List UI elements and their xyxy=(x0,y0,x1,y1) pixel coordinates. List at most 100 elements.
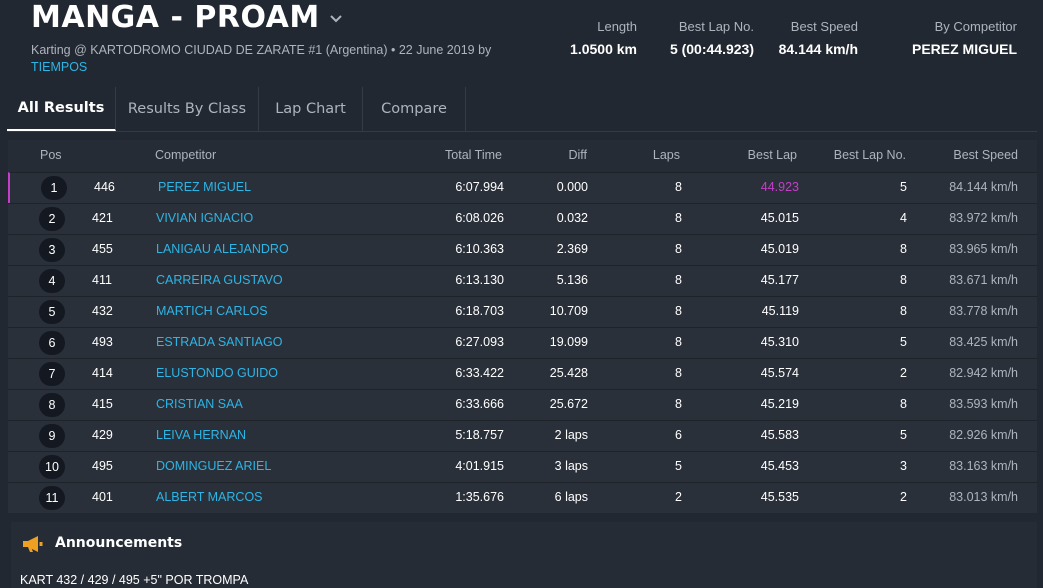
table-row[interactable]: 9 429 LEIVA HERNAN 5:18.757 2 laps 6 45.583 5 82… xyxy=(8,420,1037,451)
competitor-name-link[interactable]: VIVIAN IGNACIO xyxy=(156,211,254,225)
col-competitor[interactable]: Competitor xyxy=(155,148,217,162)
best-speed-value: 82.942 km/h xyxy=(949,366,1018,380)
position-badge: 9 xyxy=(39,424,65,448)
diff-value: 10.709 xyxy=(549,304,588,318)
diff-value: 19.099 xyxy=(549,335,588,349)
best-lap-number: 5 xyxy=(900,428,907,442)
table-row[interactable]: 5 432 MARTICH CARLOS 6:18.703 10.709 8 45.119 8… xyxy=(8,296,1037,327)
stat-competitor-value: PEREZ MIGUEL xyxy=(911,41,1017,57)
kart-number: 401 xyxy=(92,490,113,504)
table-row[interactable]: 2 421 VIVIAN IGNACIO 6:08.026 0.032 8 45.015 4 8… xyxy=(8,203,1037,234)
best-speed-value: 83.965 km/h xyxy=(949,242,1018,256)
competitor-name-link[interactable]: MARTICH CARLOS xyxy=(156,304,268,318)
total-time: 6:10.363 xyxy=(455,242,504,256)
table-row[interactable]: 4 411 CARREIRA GUSTAVO 6:13.130 5.136 8 45.177… xyxy=(8,265,1037,296)
competitor-name-link[interactable]: ALBERT MARCOS xyxy=(156,490,263,504)
announcements-panel: Announcements KART 432 / 429 / 495 +5" P… xyxy=(11,522,1037,588)
laps-count: 8 xyxy=(675,211,682,225)
col-total-time[interactable]: Total Time xyxy=(445,148,502,162)
laps-count: 8 xyxy=(675,397,682,411)
position-badge: 7 xyxy=(39,362,65,386)
tab-lap-chart[interactable]: Lap Chart xyxy=(259,87,363,131)
competitor-name-link[interactable]: ELUSTONDO GUIDO xyxy=(156,366,279,380)
kart-number: 411 xyxy=(92,273,112,287)
tab-compare[interactable]: Compare xyxy=(363,87,466,131)
diff-value: 0.032 xyxy=(556,211,588,225)
best-lap-time: 45.574 xyxy=(760,366,799,380)
tab-results-by-class[interactable]: Results By Class xyxy=(116,87,259,131)
competitor-name-link[interactable]: LANIGAU ALEJANDRO xyxy=(156,242,289,256)
best-lap-time: 45.453 xyxy=(760,459,799,473)
announcement-text: KART 432 / 429 / 495 +5" POR TROMPA xyxy=(20,573,249,587)
total-time: 6:27.093 xyxy=(455,335,504,349)
stat-best-speed-value: 84.144 km/h xyxy=(778,41,858,57)
best-lap-number: 3 xyxy=(900,459,907,473)
position-badge: 11 xyxy=(39,486,65,510)
best-speed-value: 83.778 km/h xyxy=(949,304,1018,318)
best-lap-time: 44.923 xyxy=(760,180,799,194)
col-best-speed[interactable]: Best Speed xyxy=(953,148,1018,162)
laps-count: 5 xyxy=(675,459,682,473)
stat-length-label: Length xyxy=(597,19,637,34)
best-speed-value: 83.972 km/h xyxy=(949,211,1018,225)
competitor-name-link[interactable]: CRISTIAN SAA xyxy=(156,397,243,411)
laps-count: 2 xyxy=(675,490,682,504)
table-row[interactable]: 8 415 CRISTIAN SAA 6:33.666 25.672 8 45.219 8 83… xyxy=(8,389,1037,420)
competitor-name-link[interactable]: ESTRADA SANTIAGO xyxy=(156,335,283,349)
col-best-lap[interactable]: Best Lap xyxy=(747,148,797,162)
competitor-name-link[interactable]: CARREIRA GUSTAVO xyxy=(156,273,283,287)
diff-value: 25.428 xyxy=(549,366,588,380)
position-badge: 1 xyxy=(41,176,67,200)
position-badge: 3 xyxy=(39,238,65,262)
laps-count: 8 xyxy=(675,366,682,380)
position-badge: 8 xyxy=(39,393,65,417)
diff-value: 2.369 xyxy=(556,242,588,256)
announcements-header[interactable]: Announcements xyxy=(11,522,1037,566)
position-badge: 4 xyxy=(39,269,65,293)
stat-length: Length 1.0500 km xyxy=(570,19,637,58)
col-laps[interactable]: Laps xyxy=(652,148,680,162)
tabs-divider xyxy=(7,131,1037,132)
table-row[interactable]: 6 493 ESTRADA SANTIAGO 6:27.093 19.099 8 45.31… xyxy=(8,327,1037,358)
stat-best-speed: Best Speed 84.144 km/h xyxy=(779,19,858,58)
best-lap-time: 45.535 xyxy=(760,490,799,504)
col-best-lap-no[interactable]: Best Lap No. xyxy=(833,148,906,162)
competitor-name-link[interactable]: PEREZ MIGUEL xyxy=(158,180,252,194)
competitor-name-link[interactable]: DOMINGUEZ ARIEL xyxy=(156,459,272,473)
table-row[interactable]: 1 446 PEREZ MIGUEL 6:07.994 0.000 8 44.923 5 84.… xyxy=(8,172,1037,203)
title-row[interactable]: MANGA - PROAM xyxy=(31,0,344,36)
best-lap-time: 45.019 xyxy=(760,242,799,256)
kart-number: 415 xyxy=(92,397,113,411)
laps-count: 8 xyxy=(675,180,682,194)
table-row[interactable]: 3 455 LANIGAU ALEJANDRO 6:10.363 2.369 8 45.01… xyxy=(8,234,1037,265)
total-time: 1:35.676 xyxy=(455,490,504,504)
position-badge: 2 xyxy=(39,207,65,231)
total-time: 4:01.915 xyxy=(455,459,504,473)
total-time: 6:07.994 xyxy=(455,180,504,194)
diff-value: 6 laps xyxy=(554,490,588,504)
tab-all-results[interactable]: All Results xyxy=(7,87,116,131)
kart-number: 495 xyxy=(92,459,113,473)
kart-number: 421 xyxy=(92,211,113,225)
best-lap-time: 45.219 xyxy=(760,397,799,411)
col-diff[interactable]: Diff xyxy=(568,148,587,162)
total-time: 6:08.026 xyxy=(455,211,504,225)
best-lap-time: 45.310 xyxy=(760,335,799,349)
best-lap-number: 4 xyxy=(900,211,907,225)
best-lap-number: 8 xyxy=(900,273,907,287)
table-row[interactable]: 7 414 ELUSTONDO GUIDO 6:33.422 25.428 8 45.574… xyxy=(8,358,1037,389)
megaphone-icon xyxy=(23,536,43,552)
best-speed-value: 83.013 km/h xyxy=(949,490,1018,504)
timing-provider-link[interactable]: TIEMPOS xyxy=(31,60,88,74)
chevron-down-icon[interactable] xyxy=(328,11,344,27)
diff-value: 0.000 xyxy=(556,180,588,194)
table-body: 1 446 PEREZ MIGUEL 6:07.994 0.000 8 44.923 5 84.… xyxy=(8,172,1037,513)
kart-number: 432 xyxy=(92,304,113,318)
diff-value: 3 laps xyxy=(554,459,588,473)
stat-competitor-label: By Competitor xyxy=(934,19,1017,34)
results-tabs: All Results Results By Class Lap Chart C… xyxy=(7,87,466,131)
col-pos[interactable]: Pos xyxy=(40,148,62,162)
competitor-name-link[interactable]: LEIVA HERNAN xyxy=(156,428,247,442)
table-row[interactable]: 10 495 DOMINGUEZ ARIEL 4:01.915 3 laps 5 45.45… xyxy=(8,451,1037,482)
table-row[interactable]: 11 401 ALBERT MARCOS 1:35.676 6 laps 2 45.535 2… xyxy=(8,482,1037,513)
